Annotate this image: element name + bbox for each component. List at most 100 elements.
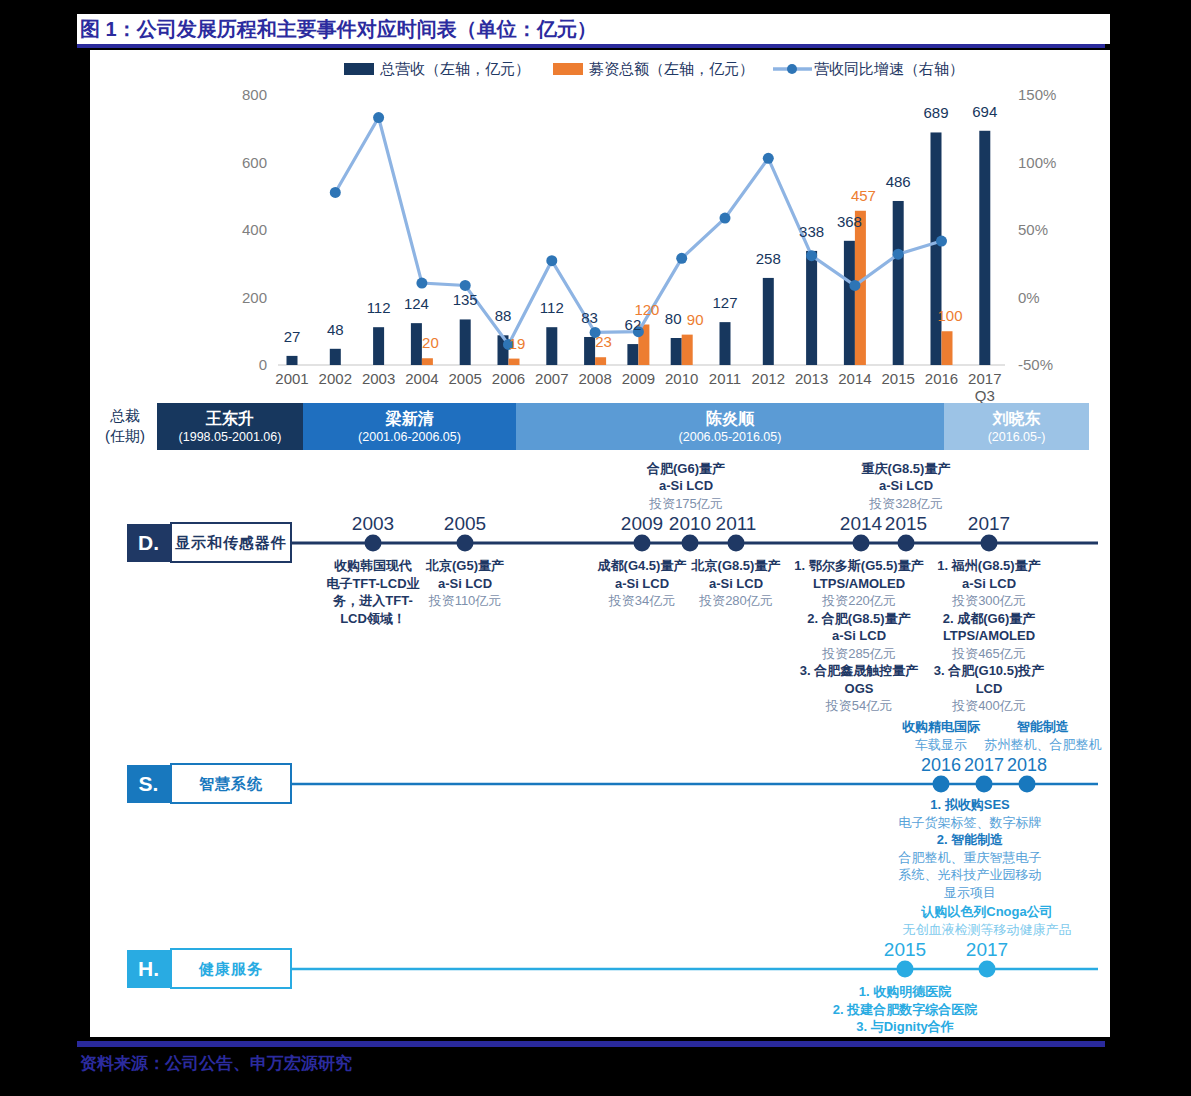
revenue-value-label: 80 [665, 311, 682, 327]
timeline-dot-H-2015 [897, 961, 914, 978]
timeline-event-S-2016: 收购精电国际车载显示 [902, 718, 980, 753]
timeline-label-H: 健康服务 [170, 948, 292, 989]
event-line: 投资110亿元 [426, 592, 504, 610]
revenue-value-label: 62 [625, 317, 642, 333]
event-line: LCD [934, 680, 1045, 698]
event-line: a-Si LCD [934, 575, 1045, 593]
revenue-value-label: 27 [284, 329, 301, 345]
timeline-dot-D-2010 [682, 535, 699, 552]
growth-point [806, 250, 817, 261]
raised-value-label: 20 [422, 335, 439, 351]
x-axis-label: 2005 [449, 371, 482, 387]
legend-line-dot [787, 64, 797, 74]
growth-point [763, 153, 774, 164]
revenue-value-label: 338 [799, 224, 824, 240]
raised-value-label: 23 [595, 334, 612, 350]
event-line: 投资54亿元 [794, 697, 923, 715]
timeline-event-D-2011: 北京(G8.5)量产a-Si LCD投资280亿元 [692, 557, 781, 610]
timeline-year-H-2017: 2017 [966, 940, 1008, 960]
timeline-year-D-2010: 2010 [669, 514, 711, 534]
growth-point [546, 255, 557, 266]
revenue-bar-2012 [763, 278, 774, 365]
growth-point [849, 280, 860, 291]
event-line: OGS [794, 680, 923, 698]
right-axis-tick: 50% [1018, 222, 1048, 238]
growth-point [936, 236, 947, 247]
revenue-value-label: 88 [495, 308, 512, 324]
x-axis-label: 2015 [882, 371, 915, 387]
x-axis-label: 2003 [362, 371, 395, 387]
source-note: 资料来源：公司公告、申万宏源研究 [80, 1052, 352, 1075]
event-line: a-Si LCD [598, 575, 687, 593]
timeline-dot-D-2009 [634, 535, 651, 552]
revenue-bar-2007 [546, 327, 557, 365]
event-line: LTPS/AMOLED [934, 627, 1045, 645]
timeline-badge-D: D. [127, 524, 170, 562]
x-axis-label: 2002 [319, 371, 352, 387]
revenue-value-label: 689 [923, 105, 948, 121]
event-line: 认购以色列Cnoga公司 [903, 903, 1072, 921]
timeline-label-D: 显示和传感器件 [170, 522, 292, 563]
growth-point [373, 112, 384, 123]
timeline-badge-S: S. [127, 765, 170, 803]
raised-bar-2010 [682, 335, 693, 365]
raised-value-label: 100 [937, 308, 962, 324]
timeline-event-H-2017: 认购以色列Cnoga公司无创血液检测等移动健康产品 [903, 903, 1072, 938]
revenue-value-label: 368 [837, 214, 862, 230]
event-line: a-Si LCD [647, 477, 725, 495]
x-axis-label: 2008 [578, 371, 611, 387]
revenue-bar-2005 [460, 319, 471, 365]
event-line: 北京(G5)量产 [426, 557, 504, 575]
growth-point [676, 253, 687, 264]
revenue-value-label: 83 [581, 310, 598, 326]
left-axis-tick: 600 [225, 155, 267, 171]
presidents-row-label-1: 总裁 [95, 407, 155, 426]
timeline-year-D-2017: 2017 [968, 514, 1010, 534]
timeline-dot-S-2017 [976, 776, 993, 793]
raised-value-label: 457 [851, 188, 876, 204]
event-line: 3. 与Dignity合作 [833, 1018, 977, 1036]
event-line: 无创血液检测等移动健康产品 [903, 921, 1072, 939]
event-line: 投资175亿元 [647, 495, 725, 513]
timeline-event-D-2015: 重庆(G8.5)量产a-Si LCD投资328亿元 [862, 460, 951, 513]
revenue-value-label: 127 [712, 295, 737, 311]
timeline-year-D-2009: 2009 [621, 514, 663, 534]
event-line: 投资285亿元 [794, 645, 923, 663]
revenue-value-label: 135 [453, 292, 478, 308]
president-term: (2016.05-) [988, 430, 1046, 444]
x-axis-sublabel: Q3 [975, 388, 995, 404]
revenue-bar-2008 [584, 337, 595, 365]
timeline-event-D-2003: 收购韩国现代电子TFT-LCD业务，进入TFT-LCD领域！ [326, 557, 419, 627]
president-term: (1998.05-2001.06) [179, 430, 282, 444]
revenue-value-label: 258 [756, 251, 781, 267]
timeline-dot-D-2014 [853, 535, 870, 552]
x-axis-label: 2007 [535, 371, 568, 387]
growth-point [720, 213, 731, 224]
revenue-bar-2002 [330, 349, 341, 365]
event-line: 1. 福州(G8.5)量产 [934, 557, 1045, 575]
event-line: a-Si LCD [862, 477, 951, 495]
x-axis-label: 2012 [752, 371, 785, 387]
timeline-dot-D-2005 [457, 535, 474, 552]
timeline-dot-D-2017 [981, 535, 998, 552]
timeline-year-D-2014: 2014 [840, 514, 882, 534]
event-line: 重庆(G8.5)量产 [862, 460, 951, 478]
x-axis-label: 2017 [968, 371, 1001, 387]
president-name: 刘晓东 [993, 410, 1041, 428]
revenue-value-label: 486 [886, 174, 911, 190]
event-line: 投资220亿元 [794, 592, 923, 610]
event-line: 务，进入TFT- [326, 592, 419, 610]
revenue-bar-2016 [931, 132, 942, 365]
timeline-event-S-2018: 智能制造苏州整机、合肥整机 [985, 718, 1102, 753]
timeline-dot-S-2018 [1019, 776, 1036, 793]
growth-point [330, 187, 341, 198]
revenue-value-label: 48 [327, 322, 344, 338]
event-line: 投资300亿元 [934, 592, 1045, 610]
left-axis-tick: 800 [225, 87, 267, 103]
timeline-label-S: 智慧系统 [170, 763, 292, 804]
timeline-year-S-2016: 2016 [921, 755, 961, 775]
timeline-year-D-2011: 2011 [716, 514, 757, 534]
event-line: 电子货架标签、数字标牌 [899, 814, 1042, 832]
timeline-dot-H-2017 [979, 961, 996, 978]
event-line: a-Si LCD [692, 575, 781, 593]
